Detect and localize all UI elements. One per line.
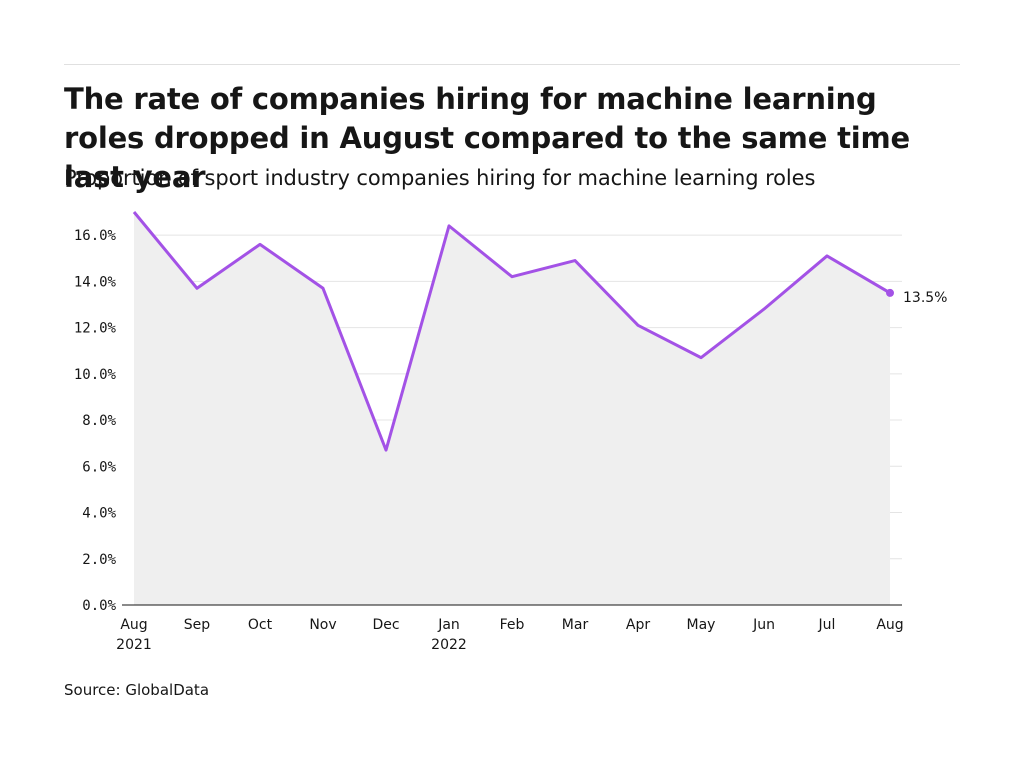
chart-title: The rate of companies hiring for machine…	[64, 82, 910, 194]
y-tick-label: 12.0%	[74, 321, 117, 337]
y-tick-label: 10.0%	[74, 367, 117, 383]
y-tick-label: 16.0%	[74, 228, 117, 244]
x-tick-label: Aug	[876, 617, 903, 633]
y-tick-label: 8.0%	[82, 413, 116, 429]
x-axis-ticks: Aug 2021 Sep Oct Nov Dec Jan 2022 Feb Mar Apr May Ju…	[116, 617, 903, 653]
y-tick-label: 14.0%	[74, 274, 117, 290]
x-tick-label: Nov	[309, 617, 336, 633]
end-point-marker	[886, 288, 894, 297]
end-value-label: 13.5%	[903, 290, 947, 306]
top-divider	[64, 64, 960, 65]
series-line	[132, 211, 891, 452]
x-tick-label: Feb	[500, 617, 525, 633]
x-tick-label: Jul	[818, 617, 836, 633]
x-tick-label: Dec	[372, 617, 399, 633]
y-tick-label: 4.0%	[82, 506, 116, 522]
x-tick-label: Mar	[562, 617, 589, 633]
x-tick-label: May	[687, 617, 716, 633]
x-tick-year-label: 2022	[431, 637, 467, 653]
x-tick-label: Jan	[437, 617, 460, 633]
x-tick-label: Jun	[752, 617, 775, 633]
x-tick-label: Sep	[184, 617, 211, 633]
chart-subtitle: Proportion of sport industry companies h…	[64, 166, 816, 190]
y-axis-ticks: 0.0% 2.0% 4.0% 6.0% 8.0% 10.0% 12.0% 14.0% 16.0%	[74, 228, 117, 614]
y-tick-label: 0.0%	[82, 598, 116, 614]
x-tick-label: Oct	[248, 617, 273, 633]
x-tick-label: Aug	[120, 617, 147, 633]
y-tick-label: 6.0%	[82, 459, 116, 475]
x-tick-year-label: 2021	[116, 637, 152, 653]
x-tick-label: Apr	[626, 617, 650, 633]
source-note: Source: GlobalData	[64, 681, 210, 699]
y-tick-label: 2.0%	[82, 552, 116, 568]
area-fill	[134, 212, 890, 605]
